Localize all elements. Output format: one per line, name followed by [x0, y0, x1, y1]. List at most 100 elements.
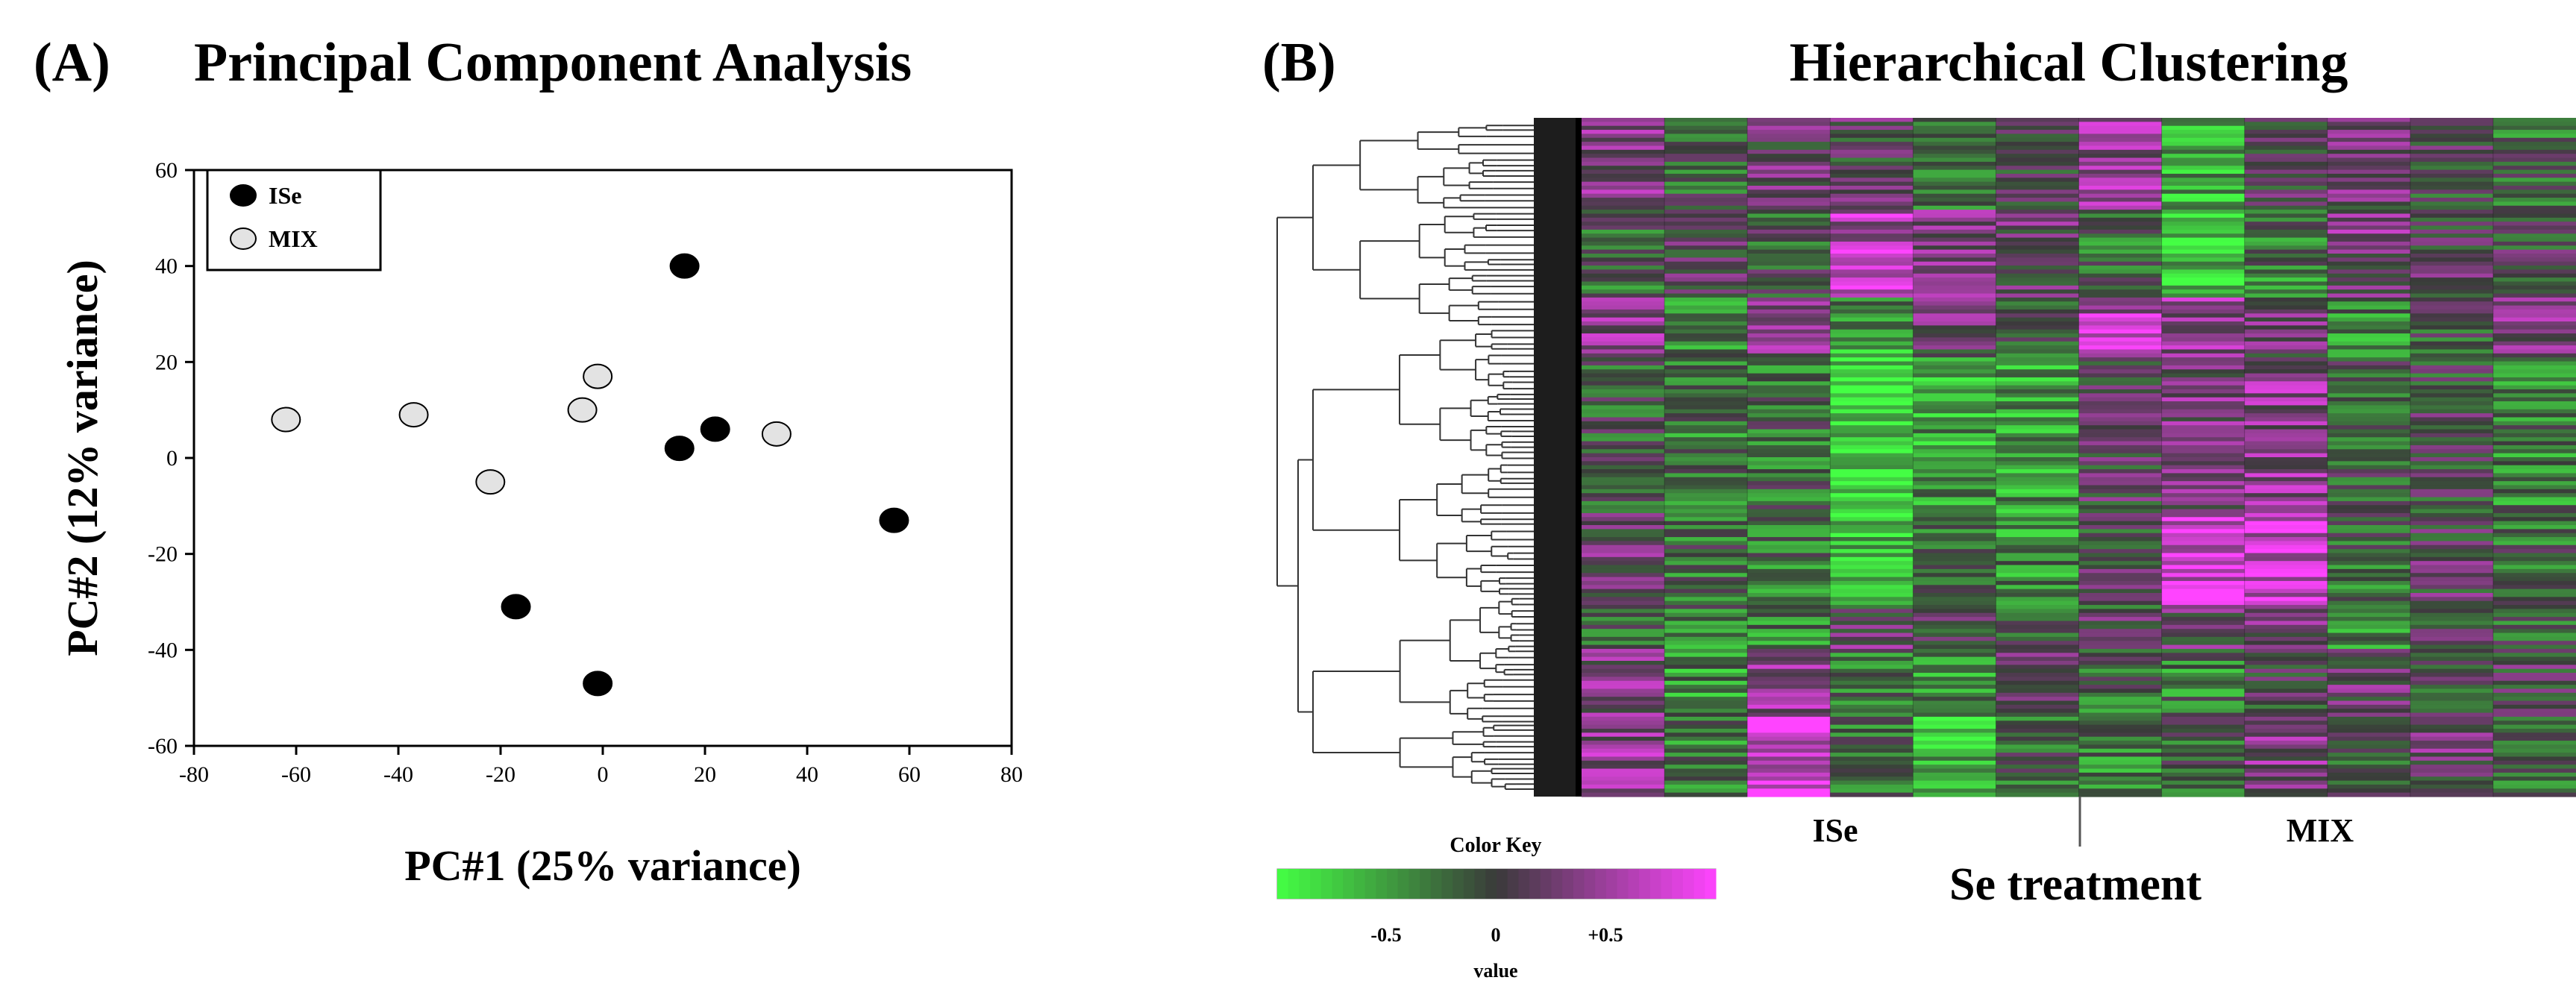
heatmap-cell — [2327, 125, 2411, 131]
heatmap-cell — [2244, 309, 2328, 314]
heatmap-cell — [1996, 157, 2080, 163]
heatmap-cell — [2492, 381, 2576, 386]
heatmap-cell — [1913, 636, 1997, 641]
heatmap-cell — [2244, 709, 2328, 714]
heatmap-cell — [1747, 161, 1831, 166]
heatmap-cell — [1582, 178, 1665, 183]
heatmap-cell — [2410, 125, 2494, 131]
heatmap-cell — [1664, 553, 1748, 558]
heatmap-cell — [2327, 261, 2411, 266]
heatmap-cell — [2492, 353, 2576, 358]
heatmap-cell — [2078, 688, 2163, 694]
heatmap-cell — [1582, 509, 1665, 514]
heatmap-cell — [2244, 792, 2328, 797]
heatmap-cell — [2327, 130, 2411, 135]
heatmap-cell — [2327, 724, 2411, 729]
heatmap-cell — [1996, 617, 2080, 622]
heatmap-cell — [2244, 644, 2328, 650]
heatmap-cell — [1830, 748, 1914, 753]
heatmap-cell — [2161, 788, 2246, 794]
heatmap-cell — [2492, 213, 2576, 219]
heatmap-cell — [2492, 249, 2576, 254]
heatmap-cell — [2244, 661, 2328, 665]
heatmap-cell — [1664, 656, 1748, 662]
heatmap-cell — [1830, 593, 1914, 597]
heatmap-cell — [1582, 405, 1665, 410]
color-key-band — [1332, 869, 1344, 899]
heatmap-cell — [2078, 741, 2163, 746]
heatmap-cell — [1582, 641, 1665, 646]
heatmap-cell — [2327, 285, 2411, 290]
heatmap-cell — [2078, 753, 2163, 758]
heatmap-cell — [1747, 437, 1831, 442]
point-ise — [664, 436, 695, 462]
heatmap-cell — [1582, 125, 1665, 131]
heatmap-cell — [1664, 405, 1748, 410]
x-tick-label: 60 — [898, 762, 921, 787]
heatmap-cell — [1913, 473, 1997, 478]
heatmap-cell — [2244, 405, 2328, 410]
heatmap-cell — [2492, 397, 2576, 402]
heatmap-cell — [2327, 744, 2411, 750]
heatmap-cell — [1913, 632, 1997, 638]
heatmap-cell — [2327, 353, 2411, 358]
heatmap-cell — [1830, 565, 1914, 570]
heatmap-cell — [1664, 237, 1748, 242]
heatmap-cell — [2492, 768, 2576, 773]
heatmap-cell — [2410, 512, 2494, 518]
heatmap-cell — [2327, 517, 2411, 522]
heatmap-cell — [1996, 313, 2080, 318]
heatmap-cell — [1664, 736, 1748, 741]
heatmap-cell — [2410, 222, 2494, 227]
heatmap-cell — [1582, 225, 1665, 230]
heatmap-cell — [1913, 353, 1997, 358]
heatmap-cell — [1996, 768, 2080, 773]
heatmap-cell — [2410, 568, 2494, 574]
heatmap-cell — [2078, 760, 2163, 765]
heatmap-cell — [1913, 381, 1997, 386]
heatmap-cell — [2244, 716, 2328, 721]
heatmap-cell — [1664, 716, 1748, 721]
heatmap-cell — [1830, 665, 1914, 670]
heatmap-cell — [2492, 254, 2576, 258]
heatmap-cell — [1747, 736, 1831, 741]
heatmap-cell — [2327, 413, 2411, 418]
heatmap-cell — [2244, 692, 2328, 697]
point-ise — [669, 253, 700, 279]
heatmap-cell — [1582, 553, 1665, 558]
heatmap-cell — [1913, 700, 1997, 706]
heatmap-cell — [2161, 301, 2246, 307]
heatmap-cell — [1664, 549, 1748, 554]
heatmap-cell — [2078, 537, 2163, 542]
heatmap-cell — [2410, 556, 2494, 562]
heatmap-cell — [1747, 597, 1831, 602]
heatmap-cell — [1996, 792, 2080, 797]
heatmap-cell — [1996, 680, 2080, 685]
heatmap-cell — [1830, 493, 1914, 498]
heatmap-cell — [1830, 361, 1914, 366]
heatmap-cell — [2327, 198, 2411, 203]
heatmap-cell — [1582, 768, 1665, 773]
heatmap-cell — [2244, 784, 2328, 789]
heatmap-cell — [2078, 776, 2163, 782]
heatmap-cell — [1747, 784, 1831, 789]
heatmap-cell — [1747, 130, 1831, 135]
heatmap-cell — [1664, 497, 1748, 502]
heatmap-cell — [2078, 329, 2163, 334]
heatmap-cell — [2078, 469, 2163, 474]
heatmap-cell — [1913, 512, 1997, 518]
heatmap-cell — [1582, 597, 1665, 602]
heatmap-cell — [2410, 780, 2494, 785]
heatmap-cell — [2410, 580, 2494, 586]
heatmap-cell — [1664, 680, 1748, 685]
pca-panel: (A) Principal Component Analysis -80 -60-… — [34, 32, 1023, 890]
heatmap-cell — [1830, 289, 1914, 295]
heatmap-cell — [2244, 700, 2328, 706]
heatmap-cell — [2327, 213, 2411, 219]
heatmap-cell — [1996, 585, 2080, 590]
heatmap-cell — [1664, 149, 1748, 154]
heatmap-cell — [2244, 509, 2328, 514]
heatmap-cell — [2161, 237, 2246, 242]
heatmap-cell — [1830, 345, 1914, 351]
